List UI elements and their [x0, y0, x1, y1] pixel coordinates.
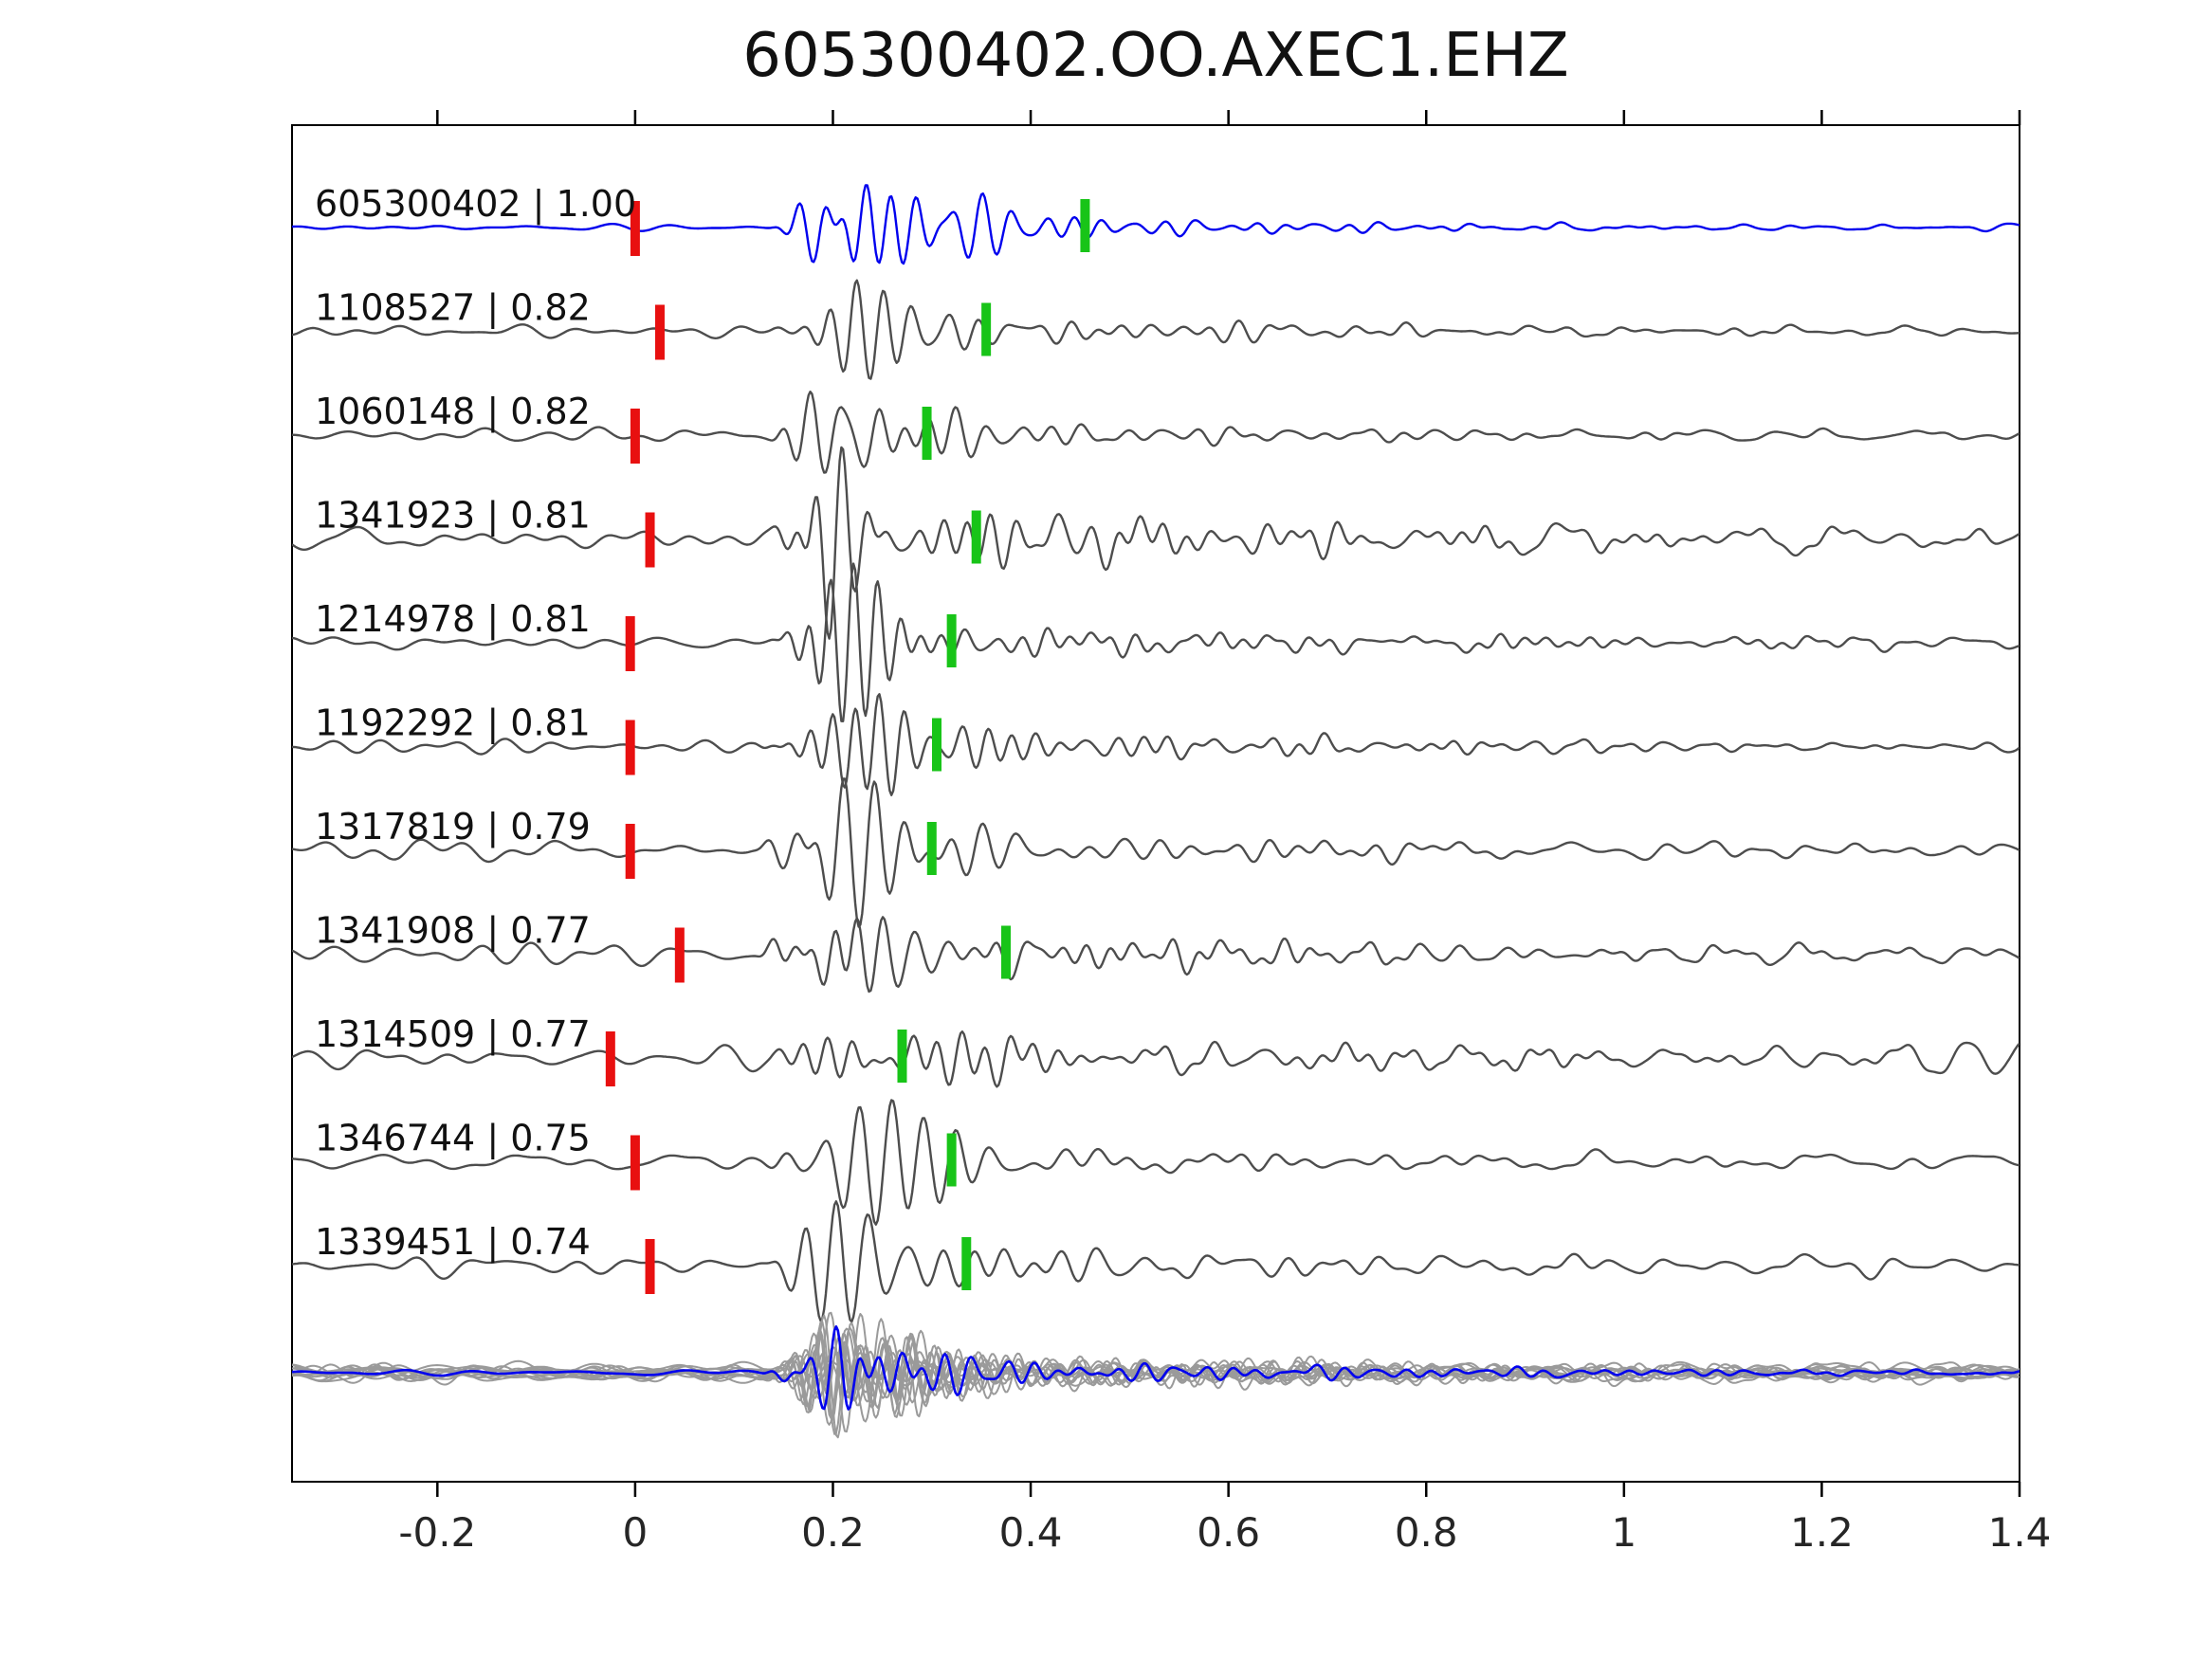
trace-row	[292, 562, 2020, 722]
trace-label: 1341923 | 0.81	[315, 495, 591, 538]
trace-label: 1339451 | 0.74	[315, 1221, 591, 1264]
trace-row	[292, 446, 2020, 640]
trace-label: 605300402 | 1.00	[315, 183, 636, 226]
x-tick-label: 1.2	[1790, 1509, 1854, 1556]
trace-label: 1341908 | 0.77	[315, 910, 591, 953]
overlay-member-line	[292, 1311, 2020, 1433]
trace-label: 1060148 | 0.82	[315, 391, 591, 433]
member-trace-line	[292, 693, 2020, 796]
trace-row	[292, 777, 2020, 928]
member-trace-line	[292, 916, 2020, 994]
trace-row	[292, 916, 2020, 994]
member-trace-line	[292, 1099, 2020, 1226]
overlay-template-line	[292, 1325, 2020, 1411]
trace-row	[292, 1099, 2020, 1226]
member-trace-line	[292, 1200, 2020, 1323]
member-trace-line	[292, 391, 2020, 474]
trace-label: 1192292 | 0.81	[315, 702, 591, 745]
member-trace-line	[292, 446, 2020, 640]
trace-row	[292, 1030, 2020, 1088]
x-tick-label: 1	[1611, 1509, 1636, 1556]
axes-border	[291, 124, 2020, 1483]
traces-layer	[292, 184, 2020, 1323]
trace-label: 1214978 | 0.81	[315, 598, 591, 641]
x-tick-label: 0.2	[801, 1509, 865, 1556]
trace-row	[292, 1200, 2020, 1323]
trace-row	[292, 391, 2020, 474]
template-trace-line	[292, 184, 2020, 265]
x-tick-label: 0	[623, 1509, 649, 1556]
figure-title: 605300402.OO.AXEC1.EHZ	[742, 21, 1569, 91]
member-trace-line	[292, 1030, 2020, 1088]
x-tick-label: 0.8	[1395, 1509, 1458, 1556]
trace-label: 1346744 | 0.75	[315, 1118, 591, 1160]
member-trace-line	[292, 279, 2020, 380]
x-tick-label: 0.4	[999, 1509, 1063, 1556]
trace-row	[292, 279, 2020, 380]
trace-row	[292, 184, 2020, 265]
trace-label: 1317819 | 0.79	[315, 806, 591, 848]
trace-label: 1108527 | 0.82	[315, 287, 591, 330]
member-trace-line	[292, 777, 2020, 928]
overlay-member-line	[292, 1329, 2020, 1419]
x-axis: -0.2 0 0.2 0.4 0.6 0.8 1 1.2 1.4	[398, 110, 2051, 1556]
x-tick-label: 1.4	[1988, 1509, 2052, 1556]
x-tick-label: 0.6	[1197, 1509, 1260, 1556]
member-trace-line	[292, 562, 2020, 722]
x-tick-label: -0.2	[398, 1509, 476, 1556]
overlay-stack	[292, 1311, 2020, 1439]
trace-label: 1314509 | 0.77	[315, 1013, 591, 1056]
trace-row	[292, 693, 2020, 796]
